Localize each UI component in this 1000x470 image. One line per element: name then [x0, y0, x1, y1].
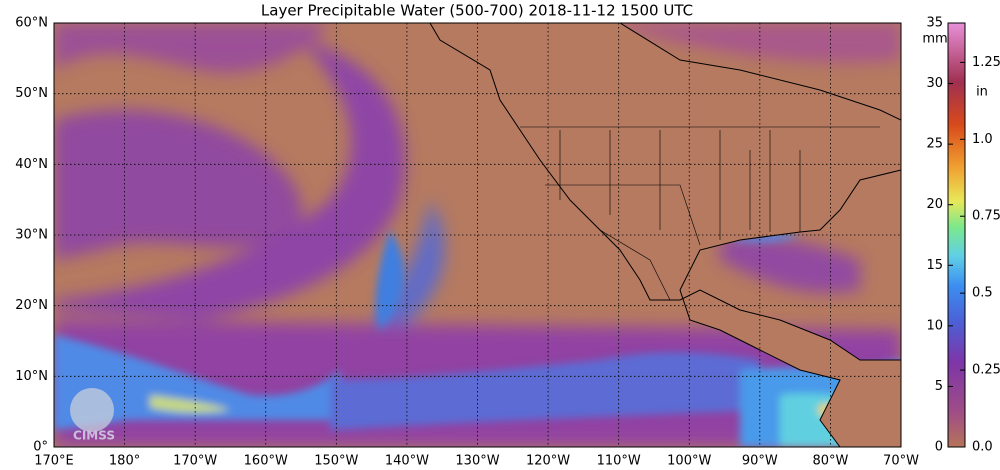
- in-tick-label: 0.75: [972, 209, 1000, 224]
- lon-label: 90°W: [742, 454, 778, 469]
- mm-tick-label: 0: [935, 440, 943, 455]
- cimss-logo: CIMSS: [70, 388, 115, 443]
- mm-tick-label: 20: [926, 197, 943, 212]
- lon-label: 120°W: [526, 454, 570, 469]
- lon-label: 80°W: [812, 454, 848, 469]
- lat-label: 0°: [33, 440, 48, 455]
- borders: [520, 126, 880, 301]
- graticule: [54, 23, 901, 447]
- lat-label: 60°N: [15, 16, 48, 31]
- lon-label: 160°W: [244, 454, 288, 469]
- in-tick-label: 0.0: [972, 440, 993, 455]
- mm-unit-label: mm: [922, 32, 947, 47]
- lat-label: 50°N: [15, 86, 48, 101]
- mm-tick-label: 15: [926, 258, 943, 273]
- mm-tick-label: 25: [926, 137, 943, 152]
- lon-label: 180°: [109, 454, 140, 469]
- mm-tick-label: 35: [926, 16, 943, 31]
- lon-label: 140°W: [385, 454, 429, 469]
- lat-label: 30°N: [15, 228, 48, 243]
- in-tick-label: 1.25: [972, 55, 1000, 70]
- in-tick-label: 1.0: [972, 132, 993, 147]
- colorbar: [947, 22, 966, 448]
- lon-label: 100°W: [667, 454, 711, 469]
- lon-label: 150°W: [314, 454, 358, 469]
- north-america-coastline: [429, 23, 901, 447]
- lon-label: 130°W: [455, 454, 499, 469]
- lat-label: 10°N: [15, 369, 48, 384]
- title: Layer Precipitable Water (500-700) 2018-…: [261, 2, 693, 20]
- mm-tick-label: 10: [926, 318, 943, 333]
- lon-label: 170°E: [34, 454, 74, 469]
- lat-label: 40°N: [15, 157, 48, 172]
- logo-text: CIMSS: [73, 429, 115, 443]
- in-unit-label: in: [976, 85, 988, 100]
- lon-label: 70°W: [883, 454, 919, 469]
- lon-label: 170°W: [173, 454, 217, 469]
- lat-label: 20°N: [15, 298, 48, 313]
- in-tick-label: 0.25: [972, 363, 1000, 378]
- lon-label: 110°W: [597, 454, 641, 469]
- mm-tick-label: 5: [935, 379, 943, 394]
- in-tick-label: 0.5: [972, 286, 993, 301]
- mm-tick-label: 30: [926, 76, 943, 91]
